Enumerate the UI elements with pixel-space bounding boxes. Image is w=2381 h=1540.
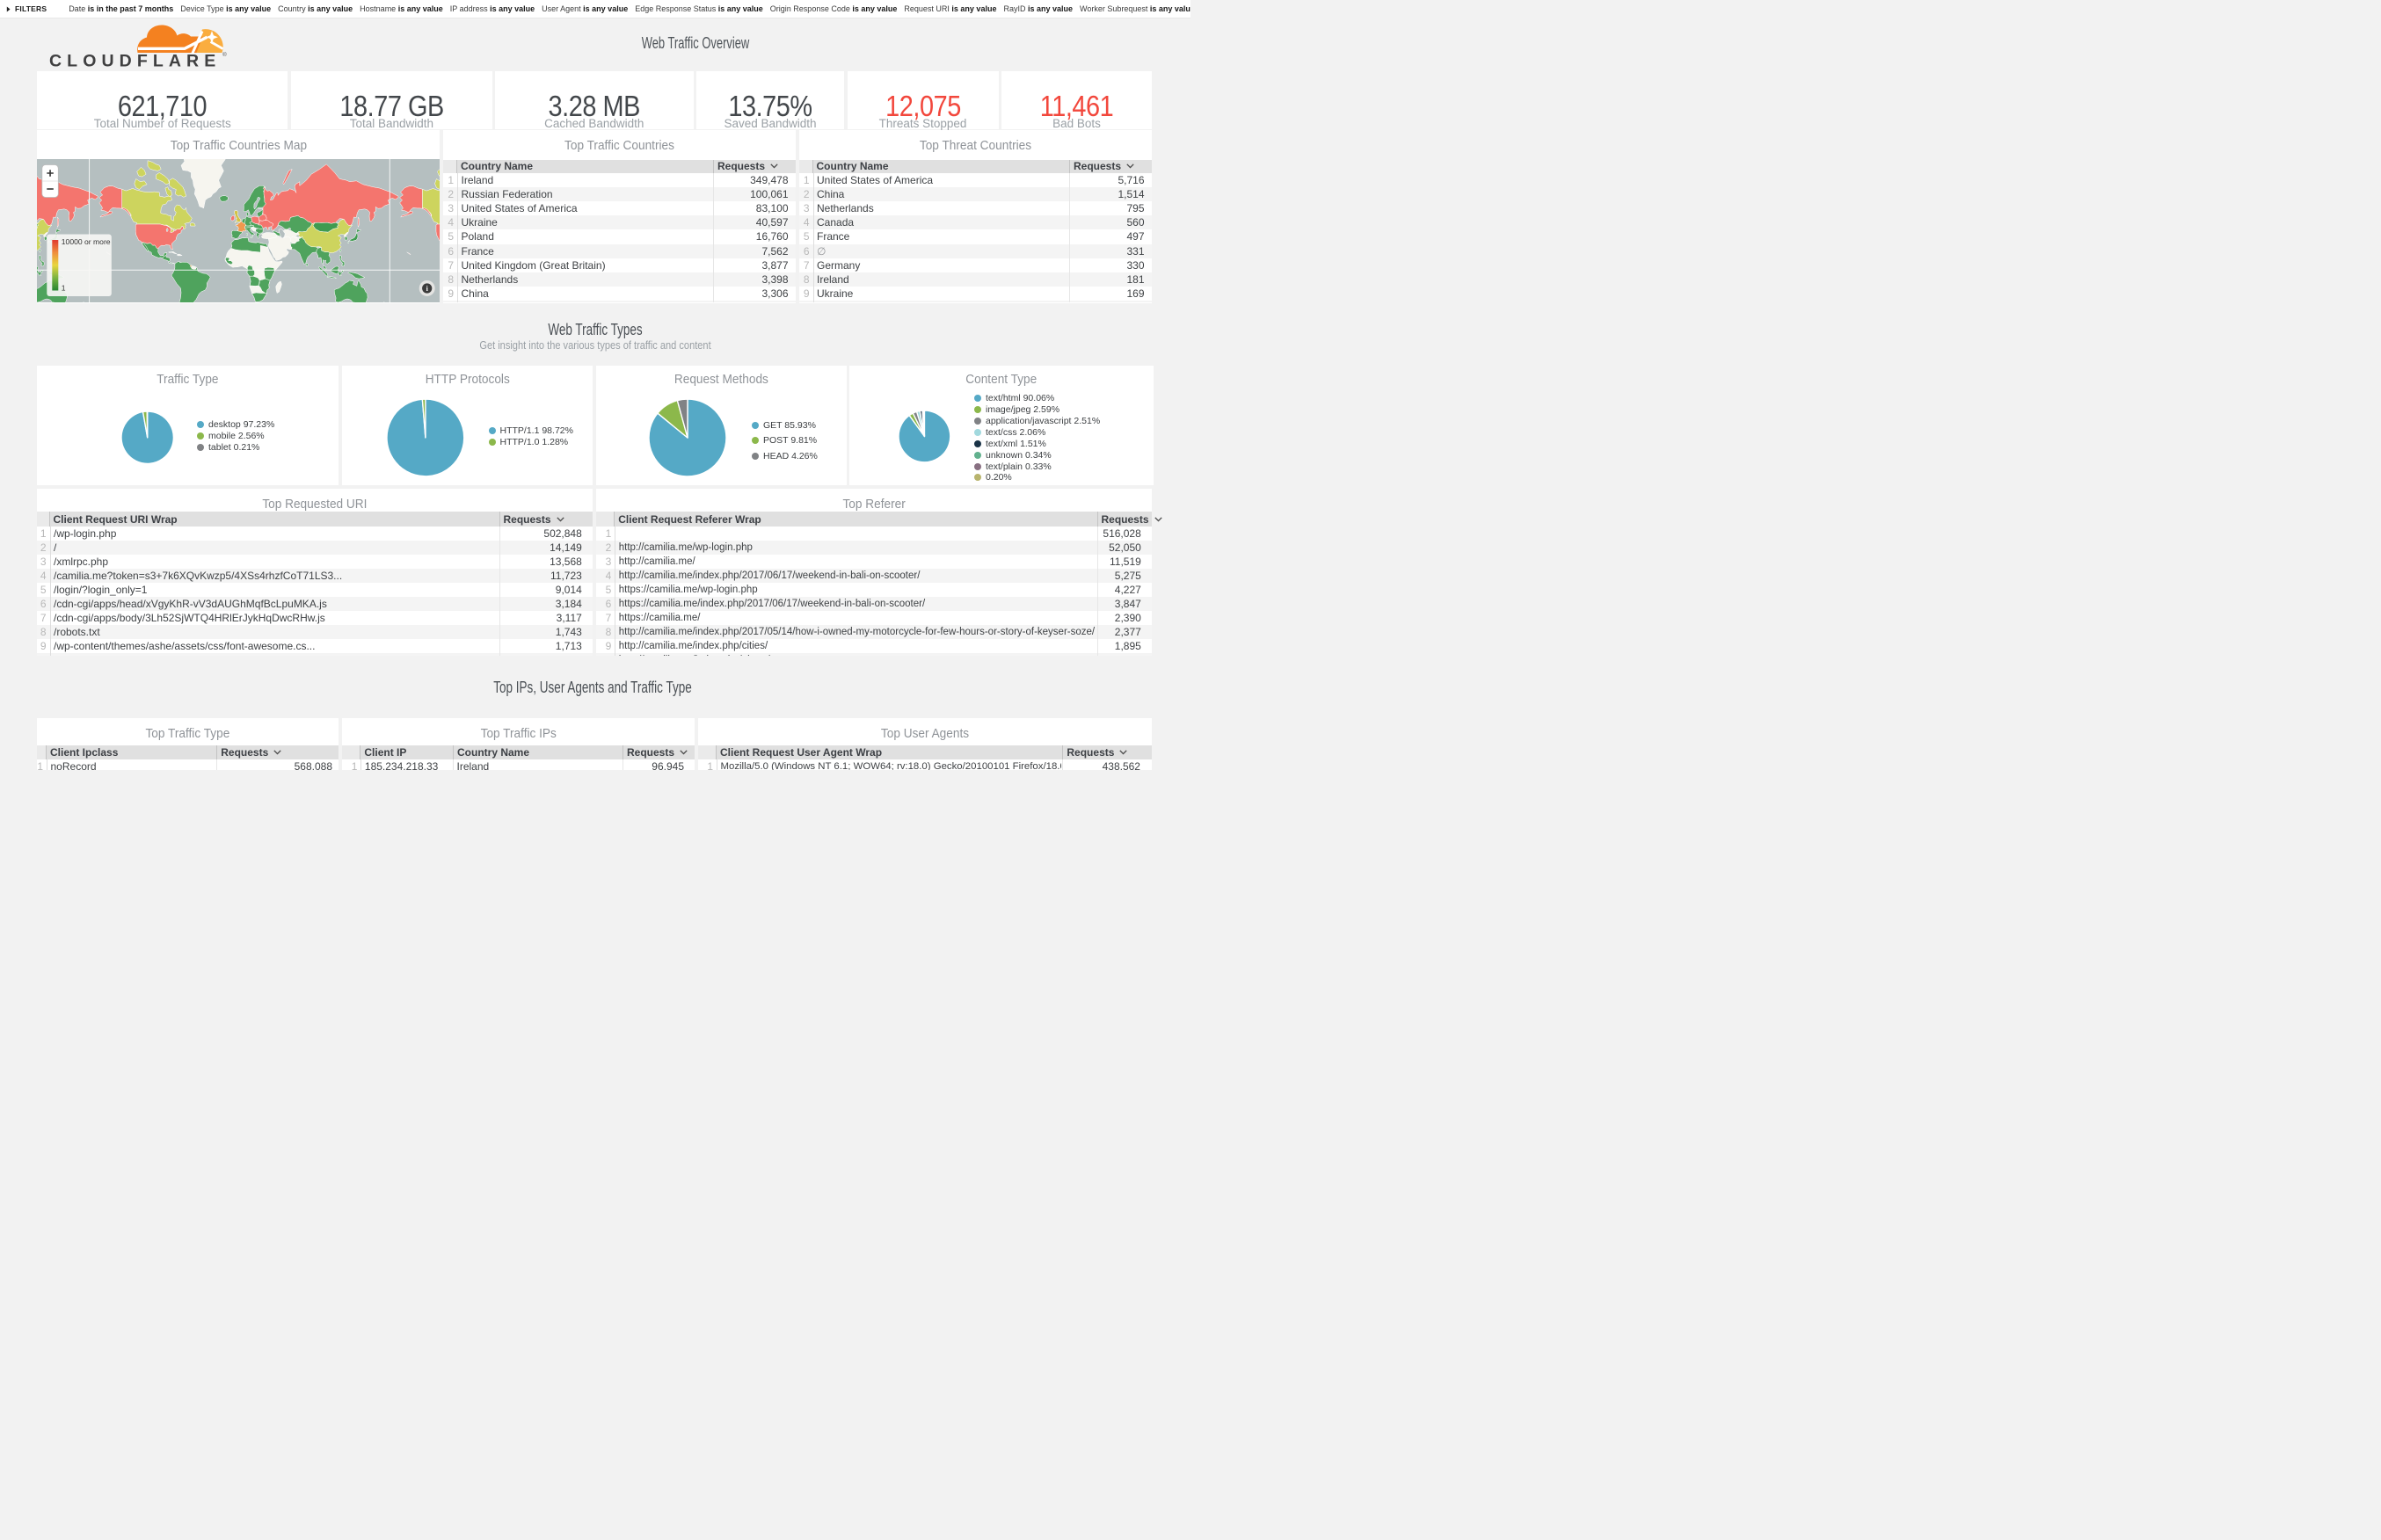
svg-text:10000 or more: 10000 or more bbox=[61, 236, 110, 245]
svg-text:CLOUDFLARE: CLOUDFLARE bbox=[49, 52, 221, 69]
svg-text:1: 1 bbox=[61, 283, 65, 292]
svg-text:®: ® bbox=[222, 51, 227, 58]
svg-text:i: i bbox=[426, 284, 428, 292]
